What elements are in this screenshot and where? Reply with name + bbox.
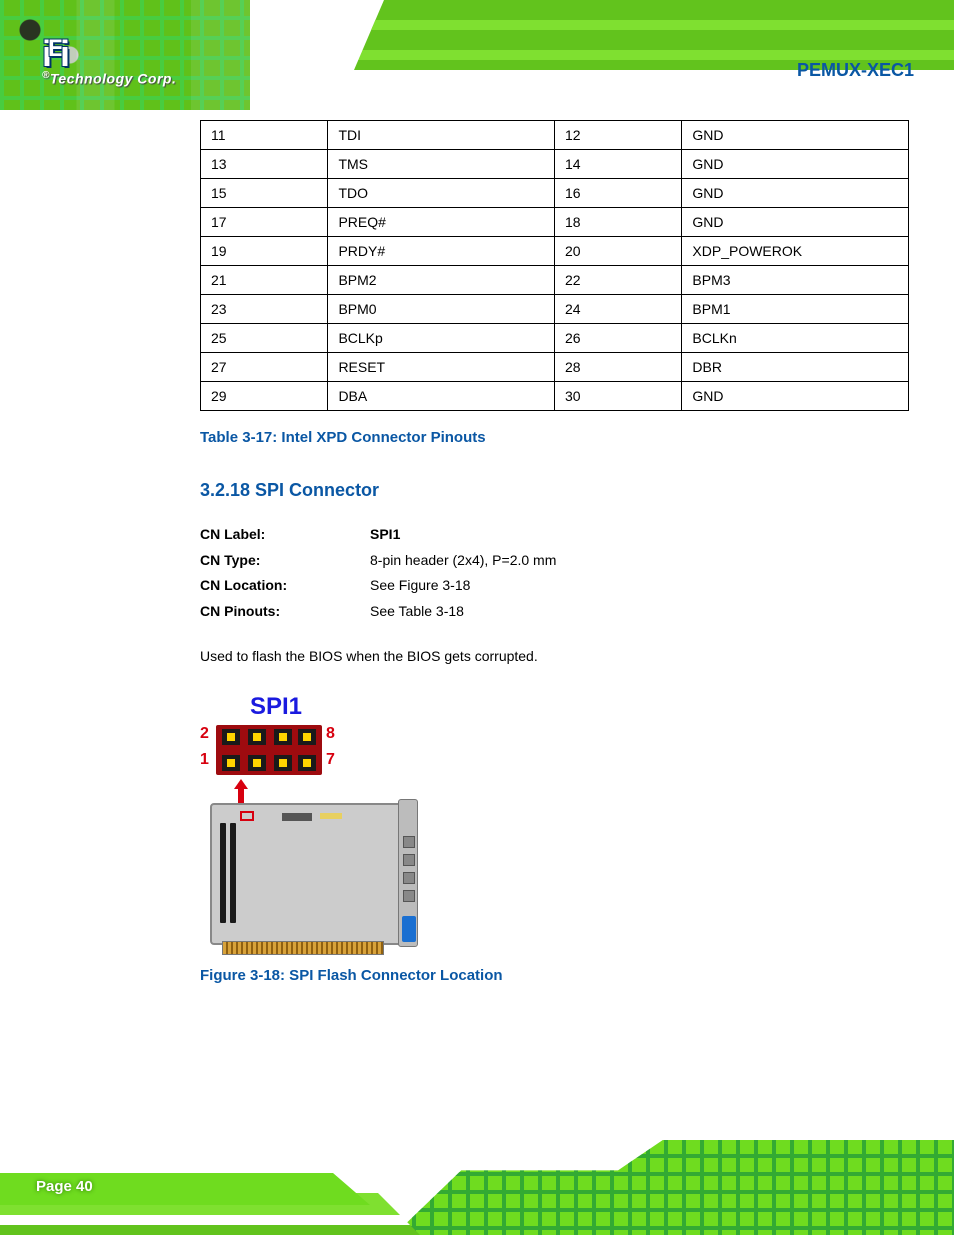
spi-header-icon: [216, 725, 322, 775]
cell-desc: BCLKp: [328, 324, 555, 353]
body-text: Used to flash the BIOS when the BIOS get…: [200, 645, 909, 667]
product-name: PEMUX-XEC1: [797, 60, 914, 81]
cell-desc: RESET: [328, 353, 555, 382]
logo-text: iEi: [42, 38, 176, 70]
cn-row: CN Pinouts: See Table 3-18: [200, 602, 909, 622]
cell-pin: 23: [201, 295, 328, 324]
cell-desc: XDP_POWEROK: [682, 237, 909, 266]
cn-row: CN Location: See Figure 3-18: [200, 576, 909, 596]
spi-label: SPI1: [250, 693, 302, 721]
pin-number-7: 7: [326, 751, 335, 769]
spi-figure: SPI1 2 8 1 7: [200, 693, 425, 953]
cell-desc: GND: [682, 121, 909, 150]
cn-value: 8-pin header (2x4), P=2.0 mm: [370, 551, 909, 571]
cn-label: CN Label:: [200, 525, 370, 545]
cell-pin: 17: [201, 208, 328, 237]
cell-pin: 30: [554, 382, 681, 411]
figure-caption: Figure 3-18: SPI Flash Connector Locatio…: [200, 967, 909, 984]
cn-label: CN Type:: [200, 551, 370, 571]
cell-desc: BCLKn: [682, 324, 909, 353]
cell-desc: TDI: [328, 121, 555, 150]
cell-pin: 26: [554, 324, 681, 353]
brand-logo: iEi ®Technology Corp.: [42, 38, 176, 87]
cell-desc: BPM0: [328, 295, 555, 324]
cell-desc: DBA: [328, 382, 555, 411]
cell-desc: BPM2: [328, 266, 555, 295]
cell-pin: 28: [554, 353, 681, 382]
cn-value: SPI1: [370, 525, 909, 545]
table-row: 17 PREQ# 18 GND: [201, 208, 909, 237]
cn-row: CN Label: SPI1: [200, 525, 909, 545]
cn-label: CN Pinouts:: [200, 602, 370, 622]
cell-pin: 22: [554, 266, 681, 295]
cell-desc: GND: [682, 208, 909, 237]
cell-pin: 21: [201, 266, 328, 295]
cell-pin: 29: [201, 382, 328, 411]
page-number: Page 40: [36, 1178, 93, 1195]
cell-pin: 24: [554, 295, 681, 324]
table-row: 19 PRDY# 20 XDP_POWEROK: [201, 237, 909, 266]
logo-tagline: ®Technology Corp.: [42, 70, 176, 87]
cell-pin: 14: [554, 150, 681, 179]
cell-pin: 13: [201, 150, 328, 179]
cell-pin: 11: [201, 121, 328, 150]
cn-label: CN Location:: [200, 576, 370, 596]
cell-pin: 16: [554, 179, 681, 208]
cell-pin: 19: [201, 237, 328, 266]
cell-desc: BPM1: [682, 295, 909, 324]
cell-desc: DBR: [682, 353, 909, 382]
table-row: 27 RESET 28 DBR: [201, 353, 909, 382]
cell-pin: 15: [201, 179, 328, 208]
cell-desc: PREQ#: [328, 208, 555, 237]
table-row: 11 TDI 12 GND: [201, 121, 909, 150]
section-heading: 3.2.18 SPI Connector: [200, 480, 909, 501]
table-caption: Table 3-17: Intel XPD Connector Pinouts: [200, 429, 909, 446]
board-diagram-icon: [210, 803, 416, 945]
cn-row: CN Type: 8-pin header (2x4), P=2.0 mm: [200, 551, 909, 571]
table-row: 13 TMS 14 GND: [201, 150, 909, 179]
cell-desc: PRDY#: [328, 237, 555, 266]
cell-pin: 25: [201, 324, 328, 353]
cell-desc: GND: [682, 382, 909, 411]
table-row: 25 BCLKp 26 BCLKn: [201, 324, 909, 353]
cn-value: See Figure 3-18: [370, 576, 909, 596]
pin-number-8: 8: [326, 725, 335, 743]
cell-desc: TMS: [328, 150, 555, 179]
cell-desc: TDO: [328, 179, 555, 208]
cell-desc: GND: [682, 150, 909, 179]
pinout-table: 11 TDI 12 GND 13 TMS 14 GND 15 TDO 16 GN…: [200, 120, 909, 411]
table-row: 29 DBA 30 GND: [201, 382, 909, 411]
cell-pin: 12: [554, 121, 681, 150]
cell-pin: 18: [554, 208, 681, 237]
connector-info: CN Label: SPI1 CN Type: 8-pin header (2x…: [200, 525, 909, 621]
cn-value: See Table 3-18: [370, 602, 909, 622]
pinout-tbody: 11 TDI 12 GND 13 TMS 14 GND 15 TDO 16 GN…: [201, 121, 909, 411]
content-area: 11 TDI 12 GND 13 TMS 14 GND 15 TDO 16 GN…: [200, 120, 909, 984]
pin-number-1: 1: [200, 751, 209, 769]
cell-desc: GND: [682, 179, 909, 208]
pin-number-2: 2: [200, 725, 209, 743]
cell-pin: 20: [554, 237, 681, 266]
table-row: 15 TDO 16 GND: [201, 179, 909, 208]
table-row: 23 BPM0 24 BPM1: [201, 295, 909, 324]
cell-desc: BPM3: [682, 266, 909, 295]
table-row: 21 BPM2 22 BPM3: [201, 266, 909, 295]
cell-pin: 27: [201, 353, 328, 382]
